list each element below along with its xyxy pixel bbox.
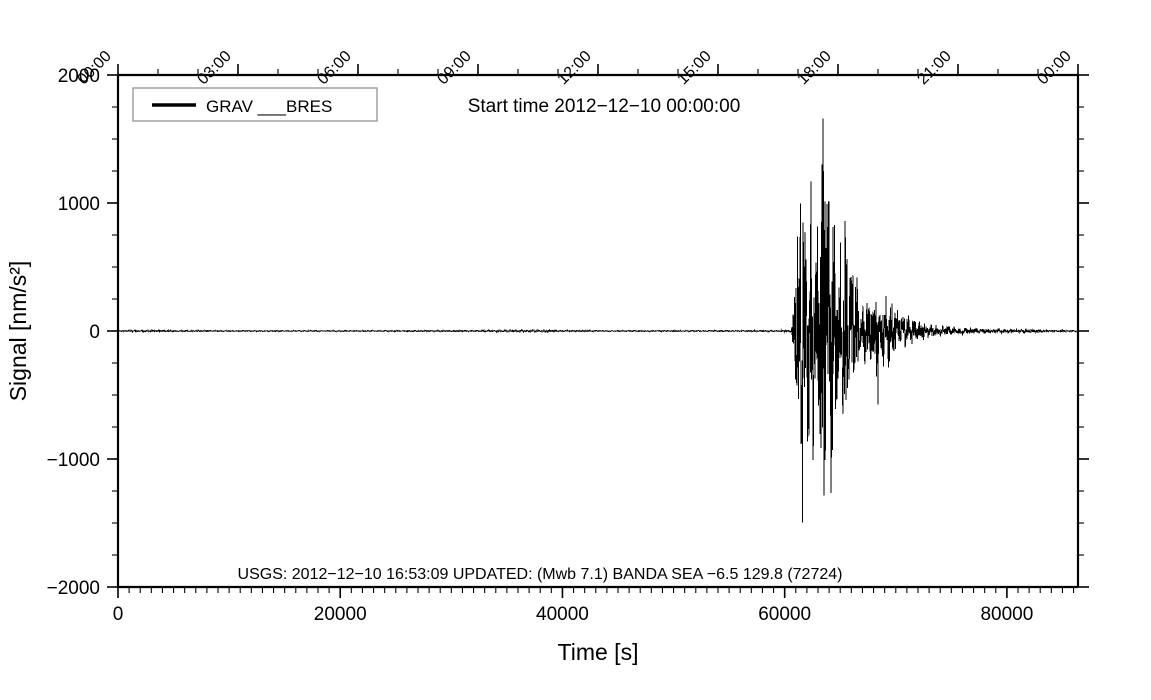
y-tick-label: 1000 bbox=[58, 194, 100, 215]
x-tick-label: 40000 bbox=[536, 604, 589, 625]
legend[interactable]: GRAV ___BRES bbox=[132, 87, 378, 122]
event-annotation: USGS: 2012−12−10 16:53:09 UPDATED: (Mwb … bbox=[238, 566, 843, 583]
signal-trace bbox=[117, 118, 1079, 523]
x-axis-label: Time [s] bbox=[558, 639, 639, 665]
y-tick-label: −2000 bbox=[47, 578, 100, 599]
x-tick-label: 80000 bbox=[980, 604, 1033, 625]
plot-title: Start time 2012−12−10 00:00:00 bbox=[468, 96, 741, 117]
x-tick-label: 60000 bbox=[758, 604, 811, 625]
x-tick-label: 20000 bbox=[314, 604, 367, 625]
y-tick-label: 0 bbox=[89, 322, 100, 343]
x-tick-label: 0 bbox=[113, 604, 124, 625]
legend-label: GRAV ___BRES bbox=[206, 97, 332, 116]
y-axis-label: Signal [nm/s²] bbox=[5, 261, 31, 402]
signal-trace-group bbox=[117, 118, 1079, 523]
y-tick-label: 2000 bbox=[58, 66, 100, 87]
y-tick-label: −1000 bbox=[47, 450, 100, 471]
